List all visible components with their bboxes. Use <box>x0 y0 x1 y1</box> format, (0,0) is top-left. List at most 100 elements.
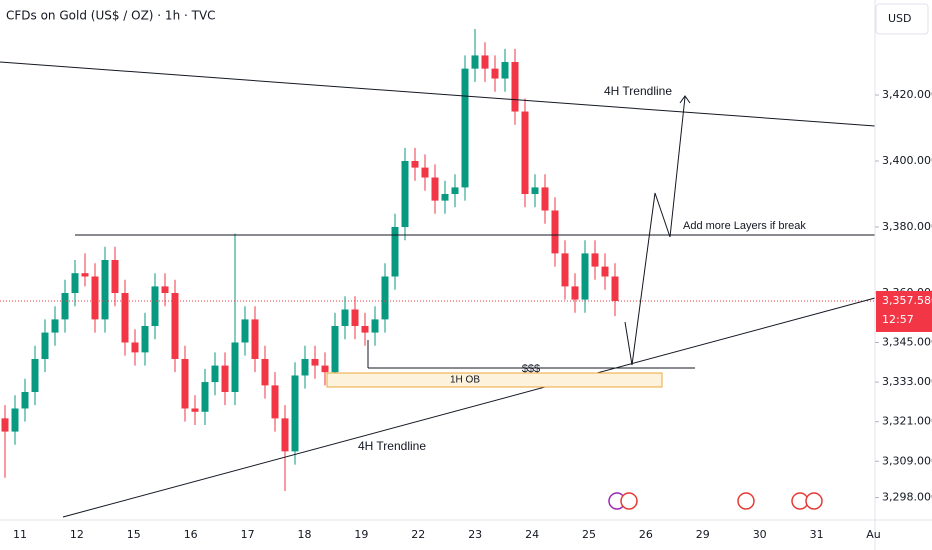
candle-body <box>241 319 249 343</box>
candle-body <box>171 292 179 359</box>
candle-body <box>491 68 499 79</box>
event-icon[interactable] <box>737 492 755 510</box>
x-tick-label: 30 <box>753 528 767 541</box>
candle-body <box>481 55 489 69</box>
price-label: 3,357.580 12:57 <box>876 290 932 332</box>
candle-body <box>131 342 139 353</box>
candle-body <box>221 365 229 392</box>
candle-body <box>161 286 169 293</box>
candle-body <box>331 325 339 373</box>
currency-label: USD <box>888 12 912 25</box>
candle-body <box>181 358 189 409</box>
candle-body <box>531 187 539 195</box>
candle-body <box>361 325 369 333</box>
candle-body <box>31 358 39 392</box>
candle-body <box>101 260 109 320</box>
x-tick-label: 15 <box>127 528 141 541</box>
event-icons <box>608 492 823 510</box>
candle-body <box>341 309 349 326</box>
annotation: $$$ <box>522 363 540 375</box>
candle-body <box>401 161 409 228</box>
x-tick-label: 19 <box>354 528 368 541</box>
candle-body <box>231 342 239 392</box>
x-tick-label: 16 <box>184 528 198 541</box>
event-icon[interactable] <box>805 492 823 510</box>
candle-body <box>301 358 309 376</box>
candle-body <box>371 319 379 333</box>
order-block <box>326 372 663 388</box>
y-tick-label: 3,380.000 <box>882 220 932 233</box>
candle-body <box>51 319 59 333</box>
x-tick-label: 11 <box>13 528 27 541</box>
candle-body <box>111 260 119 293</box>
candle-body <box>611 276 619 301</box>
candle-body <box>561 253 569 287</box>
candle-body <box>71 273 79 293</box>
candle-body <box>191 408 199 412</box>
x-tick-label: 29 <box>696 528 710 541</box>
candle-body <box>141 325 149 353</box>
trendline <box>0 61 876 127</box>
candle-body <box>451 187 459 195</box>
candle-body <box>261 358 269 386</box>
x-tick-label: 24 <box>525 528 539 541</box>
candle-body <box>1 418 9 432</box>
candle-body <box>461 68 469 188</box>
candle-body <box>571 286 579 300</box>
x-tick-label: 25 <box>582 528 596 541</box>
event-icon[interactable] <box>620 492 638 510</box>
candle-body <box>511 62 519 112</box>
annotation: 4H Trendline <box>358 439 426 453</box>
x-tick-label: 26 <box>639 528 653 541</box>
y-tick-label: 3,298.000 <box>882 491 932 504</box>
candle-body <box>291 375 299 452</box>
candle-body <box>471 55 479 69</box>
trendline <box>62 297 876 518</box>
y-tick-label: 3,345.000 <box>882 335 932 348</box>
candle-body <box>281 418 289 452</box>
x-tick-label: Au <box>866 528 881 541</box>
y-tick-label: 3,309.000 <box>882 454 932 467</box>
y-tick-label: 3,333.000 <box>882 375 932 388</box>
last-price-text: 3,357.580 <box>882 294 932 307</box>
chart-title: CFDs on Gold (US$ / OZ) · 1h · TVC <box>6 9 216 23</box>
candle-body <box>421 167 429 178</box>
arrow-head <box>679 95 691 104</box>
x-tick-label: 22 <box>411 528 425 541</box>
y-tick-label: 3,321.000 <box>882 415 932 428</box>
annotation: 4H Trendline <box>604 84 672 98</box>
candle-body <box>21 391 29 409</box>
candle-body <box>271 385 279 419</box>
candle-body <box>381 276 389 320</box>
candle-body <box>541 187 549 211</box>
x-axis: 11 12 15 16 17 18 19 22 23 24 25 26 29 30 31 Au <box>13 528 881 541</box>
candle-body <box>11 408 19 432</box>
plot-area <box>0 29 875 491</box>
candle-body <box>41 332 49 359</box>
candle-body <box>311 358 319 366</box>
candle-body <box>251 319 259 359</box>
candle-body <box>321 365 329 373</box>
countdown-text: 12:57 <box>882 313 914 326</box>
candle-body <box>411 161 419 168</box>
candle-body <box>211 365 219 383</box>
last-price-box <box>876 290 932 332</box>
candle-body <box>591 253 599 267</box>
candle-body <box>81 273 89 277</box>
x-tick-label: 23 <box>468 528 482 541</box>
candle-body <box>551 210 559 254</box>
x-tick-label: 31 <box>810 528 824 541</box>
candle-body <box>201 382 209 412</box>
candle-body <box>91 276 99 320</box>
annotation: 1H OB <box>450 375 480 386</box>
candle-body <box>581 253 589 300</box>
x-tick-label: 12 <box>70 528 84 541</box>
candle-body <box>351 309 359 326</box>
candle-body <box>501 62 509 79</box>
x-tick-label: 17 <box>241 528 255 541</box>
candle-body <box>431 177 439 201</box>
y-tick-label: 3,400.000 <box>882 154 932 167</box>
candle-body <box>441 194 449 201</box>
currency-button[interactable] <box>875 3 929 35</box>
annotation: Add more Layers if break <box>683 220 806 232</box>
